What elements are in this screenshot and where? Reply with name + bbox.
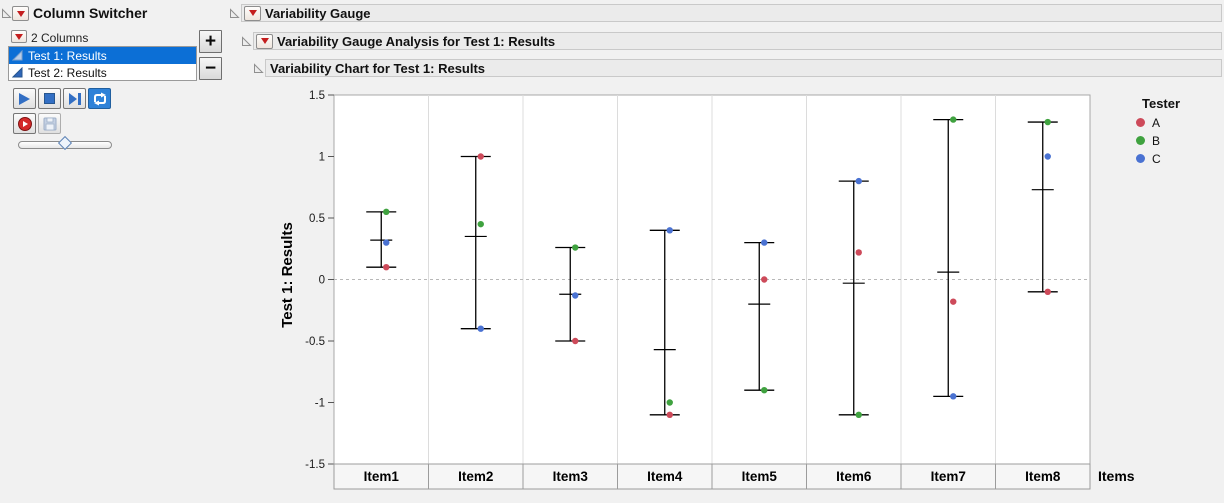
data-point-C[interactable] — [855, 177, 862, 185]
stop-icon — [44, 93, 55, 104]
x-category-label: Item1 — [364, 469, 400, 484]
header-title: Variability Gauge — [265, 5, 371, 21]
disclosure-triangle-icon[interactable] — [229, 8, 240, 19]
column-list: Test 1: Results Test 2: Results — [8, 46, 197, 81]
tester-a-dot-icon — [1136, 118, 1145, 127]
data-point-C[interactable] — [1044, 153, 1051, 160]
continuous-column-icon — [12, 67, 23, 78]
column-list-item-test1[interactable]: Test 1: Results — [9, 47, 196, 64]
variability-chart: 1.5 1 0.5 0 -0.5 -1 -1.5 Item1 Item2 Item3 Item4 It… — [279, 90, 1135, 490]
columns-count-label: 2 Columns — [31, 31, 89, 45]
save-floppy-icon — [43, 117, 56, 130]
x-axis-title: Items — [1098, 468, 1135, 484]
disclosure-triangle-icon[interactable] — [1, 8, 12, 19]
header-title: Variability Chart for Test 1: Results — [270, 60, 486, 76]
y-tick-label: 1 — [319, 152, 325, 164]
step-icon — [68, 92, 81, 105]
report-menu-button[interactable] — [256, 33, 273, 49]
x-category-label: Item7 — [931, 469, 966, 484]
y-tick-label: 0 — [319, 275, 325, 287]
legend-item-c[interactable]: C — [1136, 151, 1180, 166]
x-category-label: Item3 — [553, 469, 589, 484]
y-axis-title: Test 1: Results — [279, 222, 296, 328]
data-point-A[interactable] — [761, 276, 768, 283]
tester-b-dot-icon — [1136, 136, 1145, 145]
data-point-A[interactable] — [1044, 288, 1051, 295]
x-category-label: Item6 — [836, 469, 872, 484]
data-point-B[interactable] — [1044, 118, 1051, 126]
data-point-B[interactable] — [572, 244, 579, 251]
columns-menu-button[interactable] — [11, 30, 27, 43]
data-point-B[interactable] — [761, 387, 768, 394]
data-point-A[interactable] — [477, 153, 484, 160]
header-title: Variability Gauge Analysis for Test 1: R… — [277, 33, 556, 49]
disclosure-triangle-icon[interactable] — [253, 63, 264, 74]
x-category-label: Item4 — [647, 469, 683, 484]
y-tick-label: -1.5 — [305, 459, 325, 471]
continuous-column-icon — [12, 50, 23, 61]
data-point-B[interactable] — [383, 208, 390, 216]
data-point-C[interactable] — [383, 239, 390, 246]
data-point-B[interactable] — [666, 399, 673, 406]
y-tick-label: 1.5 — [309, 90, 325, 102]
data-point-A[interactable] — [855, 249, 862, 256]
data-point-A[interactable] — [666, 411, 673, 418]
variability-chart-header: Variability Chart for Test 1: Results — [265, 59, 1222, 77]
gauge-analysis-header: Variability Gauge Analysis for Test 1: R… — [253, 32, 1222, 50]
legend-item-a[interactable]: A — [1136, 115, 1180, 130]
data-point-C[interactable] — [761, 239, 768, 246]
y-tick-label: -1 — [315, 398, 325, 410]
column-list-item-test2[interactable]: Test 2: Results — [9, 64, 196, 80]
add-column-button[interactable]: + — [199, 30, 222, 53]
data-point-A[interactable] — [572, 337, 579, 345]
y-tick-label: 0.5 — [309, 213, 325, 225]
data-point-C[interactable] — [572, 292, 579, 299]
record-script-button[interactable] — [13, 113, 36, 134]
play-button[interactable] — [13, 88, 36, 109]
legend-label: A — [1152, 115, 1161, 130]
red-triangle-icon — [15, 33, 23, 40]
data-point-A[interactable] — [383, 264, 390, 271]
step-button[interactable] — [63, 88, 86, 109]
loop-icon — [93, 92, 106, 105]
column-switcher-menu-button[interactable] — [12, 6, 29, 21]
y-tick-label: -0.5 — [305, 336, 325, 348]
x-category-label: Item8 — [1025, 469, 1061, 484]
red-triangle-icon — [248, 10, 257, 16]
data-point-A[interactable] — [950, 298, 957, 305]
speed-slider[interactable] — [18, 135, 112, 151]
data-point-B[interactable] — [477, 220, 484, 228]
tester-c-dot-icon — [1136, 154, 1145, 163]
save-button[interactable] — [38, 113, 61, 134]
data-point-C[interactable] — [477, 325, 484, 332]
data-point-B[interactable] — [950, 116, 957, 123]
data-point-C[interactable] — [666, 227, 673, 234]
red-triangle-icon — [16, 10, 25, 17]
legend-title: Tester — [1142, 96, 1181, 111]
column-list-item-label: Test 2: Results — [28, 65, 107, 80]
column-switcher-title: Column Switcher — [33, 5, 148, 21]
remove-column-button[interactable]: − — [199, 57, 222, 80]
legend-item-b[interactable]: B — [1136, 133, 1180, 148]
data-point-C[interactable] — [950, 393, 957, 400]
legend-label: B — [1152, 133, 1161, 148]
record-icon — [17, 116, 32, 131]
x-category-label: Item5 — [742, 469, 778, 484]
data-point-B[interactable] — [855, 411, 862, 418]
variability-gauge-header: Variability Gauge — [241, 4, 1222, 22]
disclosure-triangle-icon[interactable] — [241, 36, 252, 47]
loop-button[interactable] — [88, 88, 111, 109]
chart-legend: Tester A B C — [1136, 96, 1181, 166]
red-triangle-icon — [260, 38, 269, 44]
x-category-label: Item2 — [458, 469, 493, 484]
report-menu-button[interactable] — [244, 5, 261, 21]
column-list-item-label: Test 1: Results — [28, 48, 107, 63]
legend-label: C — [1152, 151, 1161, 166]
play-icon — [19, 92, 30, 105]
stop-button[interactable] — [38, 88, 61, 109]
